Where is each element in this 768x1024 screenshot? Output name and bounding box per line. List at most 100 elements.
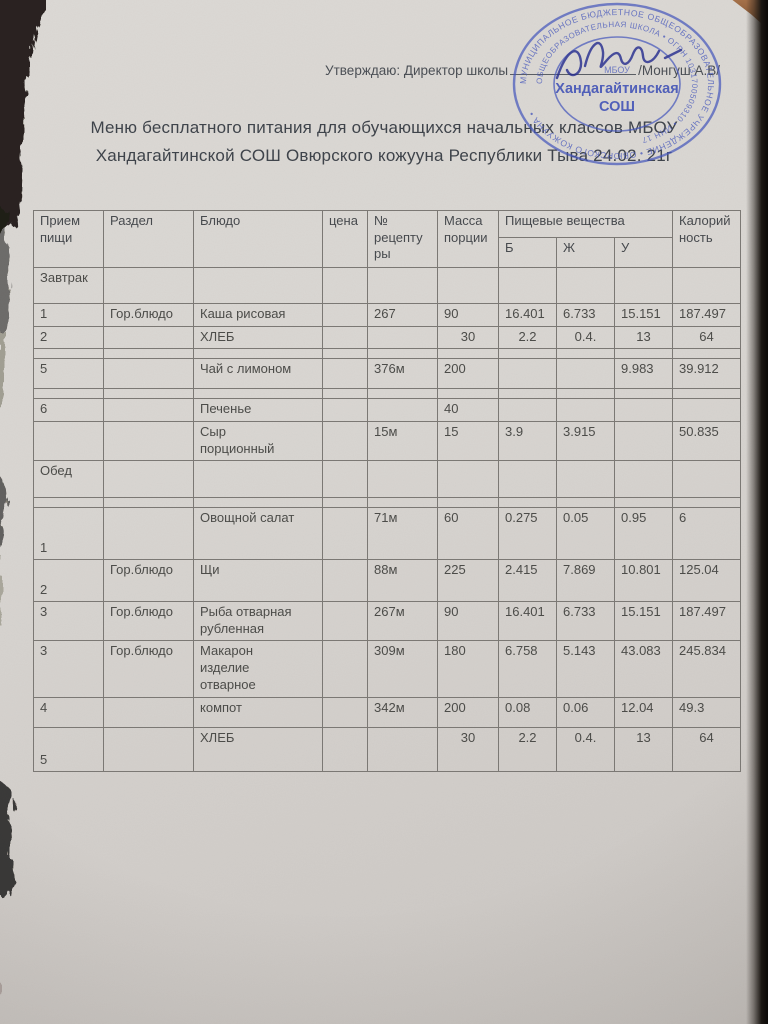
table-cell: 49.3	[672, 697, 741, 729]
table-cell: 6	[33, 398, 104, 422]
table-cell: 2.2	[498, 727, 557, 773]
table-cell: 16.401	[498, 303, 557, 327]
table-cell: 3	[33, 601, 104, 642]
menu-item-row: 6 Печенье 40	[33, 398, 741, 422]
table-cell: 7.869	[556, 559, 615, 603]
col-header-protein: Б	[498, 237, 557, 268]
table-cell	[367, 398, 438, 422]
table-cell: 6.758	[498, 640, 557, 699]
table-cell: 3.9	[498, 420, 557, 462]
table-cell	[103, 497, 194, 509]
col-header-fat: Ж	[556, 237, 615, 268]
school-stamp: МУНИЦИПАЛЬНОЕ БЮДЖЕТНОЕ ОБЩЕОБРАЗОВАТЕЛЬ…	[512, 2, 722, 166]
table-cell	[322, 303, 368, 327]
table-cell: 0.08	[498, 697, 557, 729]
table-cell: ХЛЕБ	[193, 727, 323, 773]
table-cell	[193, 388, 323, 400]
table-cell: 0.4.	[556, 325, 615, 350]
table-cell	[672, 348, 741, 360]
table-cell: 6.733	[556, 303, 615, 327]
table-cell	[367, 497, 438, 509]
table-cell: 180	[437, 640, 499, 699]
table-cell: 3	[33, 640, 104, 699]
table-cell	[322, 460, 368, 499]
table-cell: 3.915	[556, 420, 615, 462]
table-cell: Каша рисовая	[193, 303, 323, 327]
table-cell	[322, 507, 368, 561]
table-cell: 6.733	[556, 601, 615, 642]
table-cell	[498, 358, 557, 390]
table-cell: 39.912	[672, 358, 741, 390]
menu-item-row: 5 ХЛЕБ 30 2.2 0.4. 13 64	[33, 727, 741, 773]
table-cell: Гор.блюдо	[103, 303, 194, 327]
table-cell: Печенье	[193, 398, 323, 422]
table-cell: Гор.блюдо	[103, 640, 194, 699]
table-cell	[322, 697, 368, 729]
table-cell	[367, 727, 438, 773]
table-cell: 71м	[367, 507, 438, 561]
table-cell	[437, 388, 499, 400]
table-cell: 88м	[367, 559, 438, 603]
menu-table: Прием пищи Раздел Блюдо цена № рецепту р…	[33, 210, 741, 773]
col-header-mass: Масса порции	[437, 210, 499, 268]
table-cell	[322, 559, 368, 603]
table-cell	[322, 497, 368, 509]
table-cell	[437, 267, 499, 304]
col-header-carbs: У	[614, 237, 673, 268]
col-header-meal: Прием пищи	[33, 210, 104, 268]
table-cell	[437, 348, 499, 360]
table-cell: 0.95	[614, 507, 673, 561]
col-header-dish: Блюдо	[193, 210, 323, 268]
table-cell	[193, 497, 323, 509]
table-cell	[498, 267, 557, 304]
table-cell	[672, 267, 741, 304]
col-header-section: Раздел	[103, 210, 194, 268]
table-cell	[103, 420, 194, 462]
table-cell	[103, 267, 194, 304]
table-cell: 1	[33, 303, 104, 327]
table-cell	[367, 325, 438, 350]
table-cell: 267м	[367, 601, 438, 642]
table-cell: компот	[193, 697, 323, 729]
table-cell: Макарон изделие отварное	[193, 640, 323, 699]
col-header-calories: Калорий ность	[672, 210, 741, 268]
menu-item-row: 1 Гор.блюдо Каша рисовая 267 90 16.401 6.733 15…	[33, 303, 741, 327]
table-cell	[322, 398, 368, 422]
table-cell: 2	[33, 325, 104, 350]
table-cell	[103, 348, 194, 360]
table-cell	[556, 348, 615, 360]
table-cell	[103, 727, 194, 773]
table-cell	[367, 388, 438, 400]
table-cell: Овощной салат	[193, 507, 323, 561]
table-cell: 2.2	[498, 325, 557, 350]
stamp-center-sosh: СОШ	[599, 99, 635, 115]
table-cell: 15м	[367, 420, 438, 462]
table-cell	[556, 497, 615, 509]
table-cell	[498, 460, 557, 499]
table-cell: 2	[33, 559, 104, 603]
table-cell: 267	[367, 303, 438, 327]
table-cell	[672, 388, 741, 400]
table-cell	[193, 460, 323, 499]
table-cell: 5	[33, 358, 104, 390]
table-cell: 15	[437, 420, 499, 462]
table-cell: 225	[437, 559, 499, 603]
table-cell: 60	[437, 507, 499, 561]
table-cell: 309м	[367, 640, 438, 699]
table-cell	[367, 267, 438, 304]
menu-item-row: 3 Гор.блюдо Макарон изделие отварное 309м 18…	[33, 640, 741, 699]
menu-item-row: 2 ХЛЕБ 30 2.2 0.4. 13 64	[33, 325, 741, 350]
table-cell: 64	[672, 325, 741, 350]
table-cell: 13	[614, 727, 673, 773]
table-cell: 40	[437, 398, 499, 422]
table-cell	[322, 727, 368, 773]
table-cell	[498, 398, 557, 422]
table-cell: 30	[437, 325, 499, 350]
table-cell: 90	[437, 601, 499, 642]
table-cell	[614, 267, 673, 304]
approval-text: Утверждаю: Директор школы	[325, 63, 509, 78]
table-cell	[322, 267, 368, 304]
section-label-cell: Завтрак	[33, 267, 104, 304]
table-cell	[498, 497, 557, 509]
